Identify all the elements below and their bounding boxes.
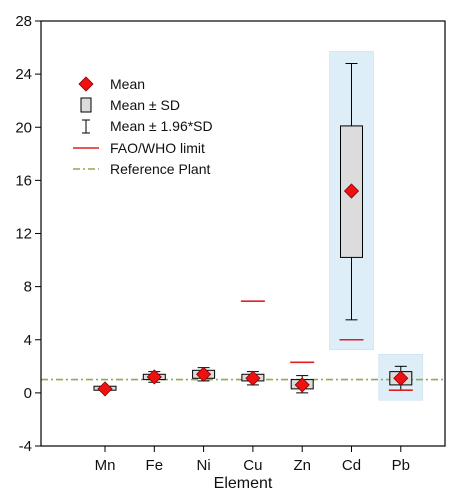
x-tick-label-zn: Zn [293, 457, 311, 474]
y-tick-label-8: 8 [24, 279, 32, 296]
legend-sd-label: Mean ± SD [110, 97, 180, 113]
plot-layer [93, 63, 413, 397]
mean-marker-ni [196, 366, 212, 382]
y-tick-label-12: 12 [15, 226, 32, 243]
x-axis-title: Element [214, 475, 273, 492]
y-tick-label--4: -4 [19, 438, 32, 455]
mean-marker-fe [146, 369, 162, 385]
x-tick-label-cu: Cu [243, 457, 262, 474]
mean-marker-cu [245, 370, 261, 386]
mean-marker-zn [294, 377, 310, 393]
legend-ci: Mean ± 1.96*SD [82, 118, 213, 134]
x-tick-label-mn: Mn [95, 457, 116, 474]
y-axis: -4 0 4 8 12 16 20 24 28 [15, 13, 41, 455]
mean-marker-mn [97, 381, 113, 397]
legend-ci-label: Mean ± 1.96*SD [110, 118, 213, 134]
y-tick-label-4: 4 [24, 332, 32, 349]
x-tick-label-pb: Pb [392, 457, 410, 474]
mean-marker-pb [393, 370, 409, 386]
y-tick-label-28: 28 [15, 13, 32, 30]
legend-sd-box [80, 97, 92, 113]
x-axis: Mn Fe Ni Cu Zn Cd Pb [95, 446, 410, 474]
legend-limit: FAO/WHO limit [73, 140, 205, 156]
legend-mean: Mean [78, 76, 145, 92]
legend-sd: Mean ± SD [80, 97, 180, 113]
x-tick-label-ni: Ni [197, 457, 211, 474]
legend-reference-label: Reference Plant [110, 161, 211, 177]
x-tick-label-fe: Fe [146, 457, 164, 474]
legend-mean-label: Mean [110, 76, 145, 92]
y-tick-label-0: 0 [24, 385, 32, 402]
legend: Mean Mean ± SD Mean ± 1.96*SD FAO/WHO li… [73, 76, 213, 177]
legend-limit-label: FAO/WHO limit [110, 140, 205, 156]
y-tick-label-24: 24 [15, 66, 32, 83]
y-tick-label-16: 16 [15, 172, 32, 189]
legend-reference: Reference Plant [73, 161, 211, 177]
mean-marker-cd [343, 183, 360, 199]
y-tick-label-20: 20 [15, 119, 32, 136]
x-tick-label-cd: Cd [342, 457, 361, 474]
legend-mean-marker [78, 76, 94, 92]
